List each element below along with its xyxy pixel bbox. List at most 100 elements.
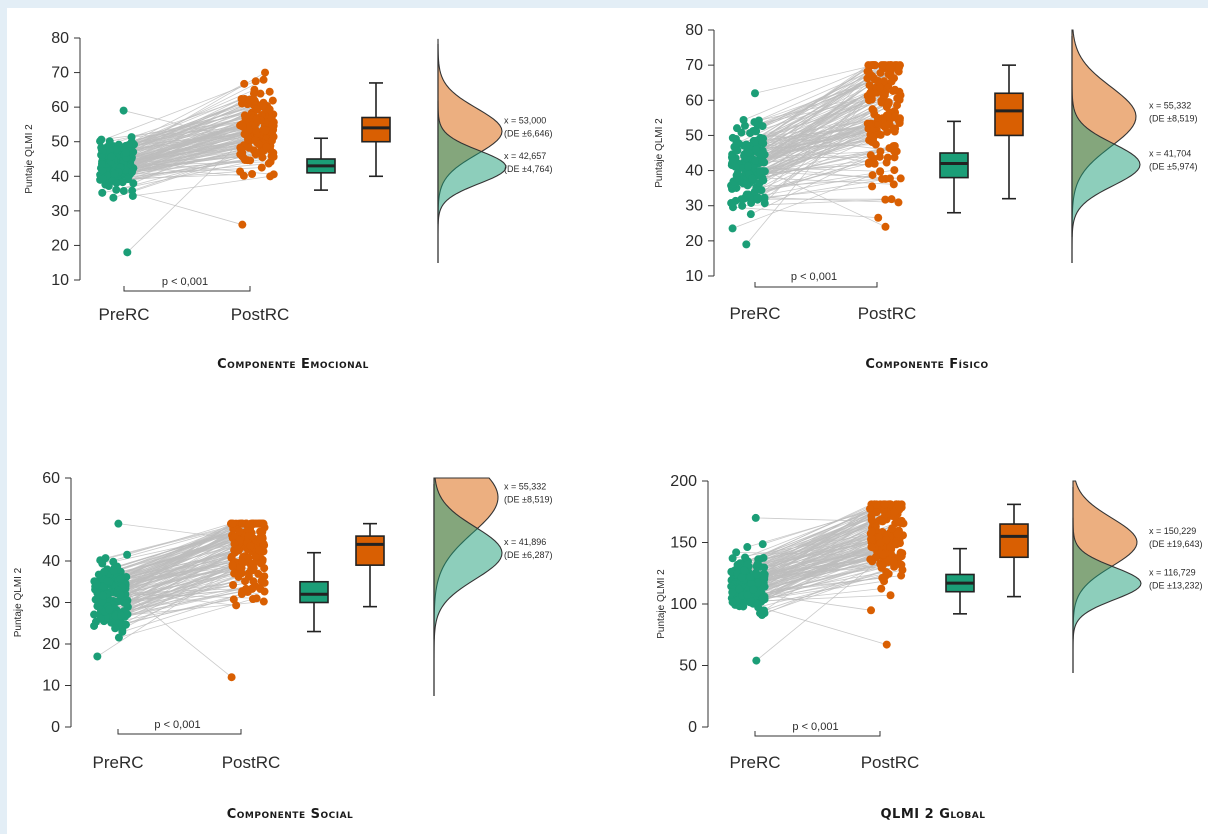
data-point-postrc	[235, 527, 244, 536]
data-point-postrc	[867, 543, 876, 552]
box-iqr	[999, 523, 1029, 559]
data-point-postrc	[882, 535, 891, 544]
data-point-postrc	[874, 213, 883, 222]
data-point-prerc	[92, 580, 101, 589]
data-point-postrc	[236, 167, 245, 176]
sd-label-prerc: (DE ±5,974)	[1149, 162, 1197, 172]
data-point-postrc	[241, 577, 250, 586]
data-point-prerc	[128, 167, 137, 176]
data-point-postrc	[897, 503, 906, 512]
data-point-prerc	[122, 599, 131, 608]
data-point-postrc	[242, 584, 251, 593]
data-point-prerc	[112, 178, 121, 187]
data-point-postrc	[269, 132, 278, 141]
data-point-prerc	[105, 137, 114, 146]
data-point-postrc	[228, 519, 237, 528]
data-point-postrc	[232, 545, 241, 554]
data-point-postrc	[254, 546, 263, 555]
data-point-postrc	[887, 77, 896, 86]
data-point-postrc	[259, 597, 268, 606]
data-point-prerc	[743, 560, 752, 569]
data-point-prerc	[750, 89, 759, 98]
data-point-postrc	[244, 532, 253, 541]
paired-line	[756, 504, 885, 593]
y-axis-label: Puntaje QLMI 2	[24, 124, 35, 194]
y-tick-label: 80	[685, 22, 703, 39]
data-point-postrc	[244, 520, 253, 529]
data-point-postrc	[267, 114, 276, 123]
data-point-prerc	[742, 141, 751, 150]
y-tick-label: 200	[670, 473, 697, 490]
prerc-points	[96, 106, 138, 257]
paired-line	[757, 178, 891, 201]
density-prerc	[1072, 517, 1142, 650]
data-point-postrc	[875, 83, 884, 92]
paired-line	[752, 84, 870, 167]
paired-line	[132, 153, 241, 192]
paired-line	[127, 588, 247, 601]
data-point-postrc	[897, 571, 906, 580]
data-point-postrc	[881, 195, 890, 204]
boxplot-postrc	[999, 503, 1029, 598]
data-point-prerc	[756, 167, 765, 176]
data-point-prerc	[758, 593, 767, 602]
data-point-postrc	[879, 506, 888, 515]
data-point-prerc	[758, 156, 767, 165]
paired-line	[761, 561, 889, 616]
data-point-postrc	[260, 587, 269, 596]
data-point-postrc	[254, 569, 263, 578]
data-point-prerc	[116, 574, 125, 583]
data-point-postrc	[891, 112, 900, 121]
data-point-postrc	[890, 508, 899, 517]
data-point-prerc	[755, 609, 764, 618]
paired-line	[751, 564, 883, 579]
p-value-label: p < 0,001	[162, 276, 208, 288]
prerc-points	[90, 519, 132, 661]
data-point-postrc	[259, 75, 268, 84]
data-point-postrc	[887, 195, 896, 204]
data-point-prerc	[93, 652, 102, 661]
data-point-postrc	[890, 141, 899, 150]
boxplot-prerc	[299, 551, 329, 633]
data-point-prerc	[107, 152, 116, 161]
x-category-label: PostRC	[222, 753, 281, 772]
paired-line	[747, 504, 886, 565]
data-point-prerc	[748, 174, 757, 183]
data-point-prerc	[742, 240, 751, 249]
data-point-postrc	[254, 140, 263, 149]
data-point-prerc	[110, 169, 119, 178]
prerc-points	[727, 513, 769, 665]
mean-label-prerc: x = 41,896	[504, 537, 546, 547]
y-tick-label: 40	[42, 553, 60, 570]
paired-line	[124, 144, 244, 169]
data-point-prerc	[103, 577, 112, 586]
paired-line	[762, 64, 872, 140]
postrc-points	[227, 519, 269, 682]
data-point-postrc	[252, 105, 261, 114]
data-point-postrc	[874, 77, 883, 86]
box-iqr	[939, 152, 969, 179]
density-prerc	[433, 477, 503, 659]
sd-label-postrc: (DE ±8,519)	[1149, 114, 1197, 124]
paired-line	[113, 567, 241, 606]
data-point-postrc	[240, 130, 249, 139]
paired-line	[758, 75, 873, 154]
data-point-prerc	[114, 633, 123, 642]
box-iqr	[994, 92, 1024, 137]
paired-line	[132, 175, 271, 197]
data-point-prerc	[751, 513, 760, 522]
data-point-prerc	[753, 578, 762, 587]
paired-line	[732, 171, 881, 229]
y-axis-label: Puntaje QLMI 2	[654, 118, 665, 188]
data-point-prerc	[728, 554, 737, 563]
data-point-postrc	[865, 81, 874, 90]
y-tick-label: 70	[51, 65, 69, 82]
data-point-prerc	[123, 248, 132, 257]
data-point-postrc	[252, 126, 261, 135]
data-point-postrc	[230, 569, 239, 578]
data-point-prerc	[727, 567, 736, 576]
paired-line	[753, 521, 883, 590]
paired-line	[123, 190, 243, 226]
data-point-prerc	[98, 559, 107, 568]
data-point-postrc	[238, 122, 247, 131]
